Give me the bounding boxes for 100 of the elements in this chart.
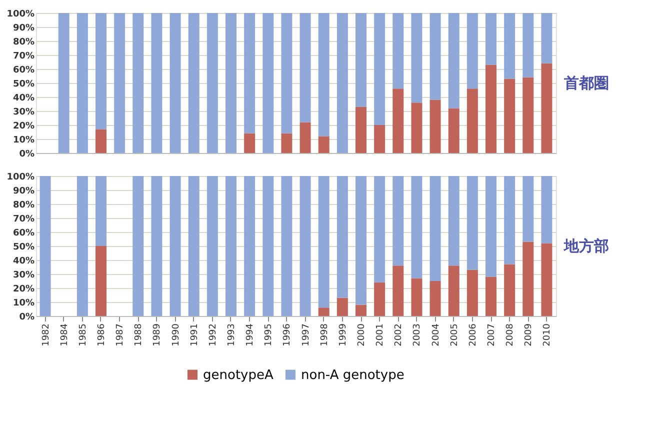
bar <box>392 176 404 266</box>
bar <box>448 13 460 108</box>
y-tick-label: 100% <box>6 172 34 182</box>
x-tick-label: 2005 <box>450 324 460 346</box>
bar <box>114 13 126 153</box>
x-tick-label: 2008 <box>506 323 516 346</box>
text: 首都圏 <box>563 74 609 92</box>
bar <box>206 13 218 153</box>
y-tick-label: 30% <box>12 270 34 280</box>
x-tick-label: 2009 <box>524 323 534 346</box>
bar <box>244 176 256 316</box>
bar <box>300 176 311 316</box>
y-tick-label: 90% <box>12 186 34 196</box>
x-tick-label: 2007 <box>487 324 497 346</box>
bar <box>374 125 386 153</box>
bar <box>318 13 330 136</box>
x-tick-label: 1982 <box>41 324 52 346</box>
bar <box>541 63 552 153</box>
bar <box>262 176 274 316</box>
bar <box>244 133 256 153</box>
x-tick-label: 1998 <box>320 323 330 346</box>
bar <box>300 122 311 153</box>
bar <box>466 88 478 153</box>
x-tick-label: 2002 <box>394 324 404 346</box>
x-tick-label: 2004 <box>431 323 442 346</box>
y-tick-label: 10% <box>12 298 34 308</box>
bar <box>336 176 348 298</box>
bar <box>374 176 386 282</box>
x-tick-label: 1996 <box>282 323 293 346</box>
bar <box>281 13 292 134</box>
y-tick-label: 60% <box>12 228 34 238</box>
bar <box>504 78 516 153</box>
bar <box>76 13 88 153</box>
bar <box>541 243 552 316</box>
bar <box>170 176 181 316</box>
bar <box>356 304 366 316</box>
bar <box>356 13 366 107</box>
x-tick-label: 1994 <box>246 323 256 346</box>
bar <box>430 13 441 100</box>
bar <box>411 102 422 153</box>
bar <box>206 176 218 316</box>
x-tick-label: 1997 <box>301 324 312 346</box>
bar <box>356 106 366 153</box>
bar <box>96 246 106 316</box>
y-tick-label: 50% <box>12 80 34 90</box>
bar <box>486 176 496 277</box>
bar <box>466 270 478 316</box>
bar <box>374 282 386 316</box>
x-tick-label: 2001 <box>376 324 386 346</box>
bar <box>244 13 256 134</box>
bar <box>430 100 441 153</box>
y-tick-label: 80% <box>12 200 34 210</box>
y-tick-label: 70% <box>12 214 34 224</box>
bar <box>522 13 534 78</box>
bar <box>336 298 348 316</box>
bar <box>486 13 496 65</box>
legend-label: non-A genotype <box>301 368 404 383</box>
bar <box>504 176 516 264</box>
bar <box>541 176 552 244</box>
x-tick-label: 1995 <box>264 324 274 346</box>
y-tick-label: 0% <box>19 150 34 160</box>
y-tick-label: 50% <box>12 242 34 252</box>
bar <box>188 176 200 316</box>
bar <box>281 133 292 153</box>
bar <box>374 13 386 125</box>
bar <box>486 276 496 316</box>
bar <box>76 176 88 316</box>
bar <box>541 13 552 64</box>
bar <box>336 13 348 153</box>
bar <box>96 129 106 153</box>
bar <box>281 176 292 316</box>
bar <box>300 13 311 122</box>
bar <box>466 176 478 270</box>
bar <box>170 13 181 153</box>
x-tick-label: 1991 <box>190 324 200 346</box>
bar <box>466 13 478 89</box>
y-tick-label: 20% <box>12 122 34 132</box>
bar <box>356 176 366 305</box>
y-tick-label: 90% <box>12 24 34 34</box>
bar <box>411 176 422 278</box>
bar <box>522 176 534 242</box>
x-tick-label: 2003 <box>412 324 423 346</box>
x-tick-label: 2006 <box>468 323 478 346</box>
bar <box>430 281 441 316</box>
x-tick-label: 1986 <box>97 323 107 346</box>
y-tick-label: 70% <box>12 52 34 62</box>
bar <box>318 136 330 153</box>
y-tick-label: 40% <box>12 256 34 266</box>
bar <box>318 308 330 316</box>
bar <box>411 13 422 103</box>
x-tick-label: 1990 <box>171 323 182 346</box>
y-tick-label: 10% <box>12 136 34 146</box>
bar <box>58 13 70 153</box>
legend-label: genotypeA <box>203 368 274 383</box>
bar <box>392 266 404 316</box>
y-tick-label: 100% <box>6 10 34 20</box>
x-tick-label: 1988 <box>134 323 144 346</box>
y-tick-label: 0% <box>19 312 34 322</box>
bar <box>226 13 236 153</box>
x-tick-label: 1989 <box>152 323 163 346</box>
